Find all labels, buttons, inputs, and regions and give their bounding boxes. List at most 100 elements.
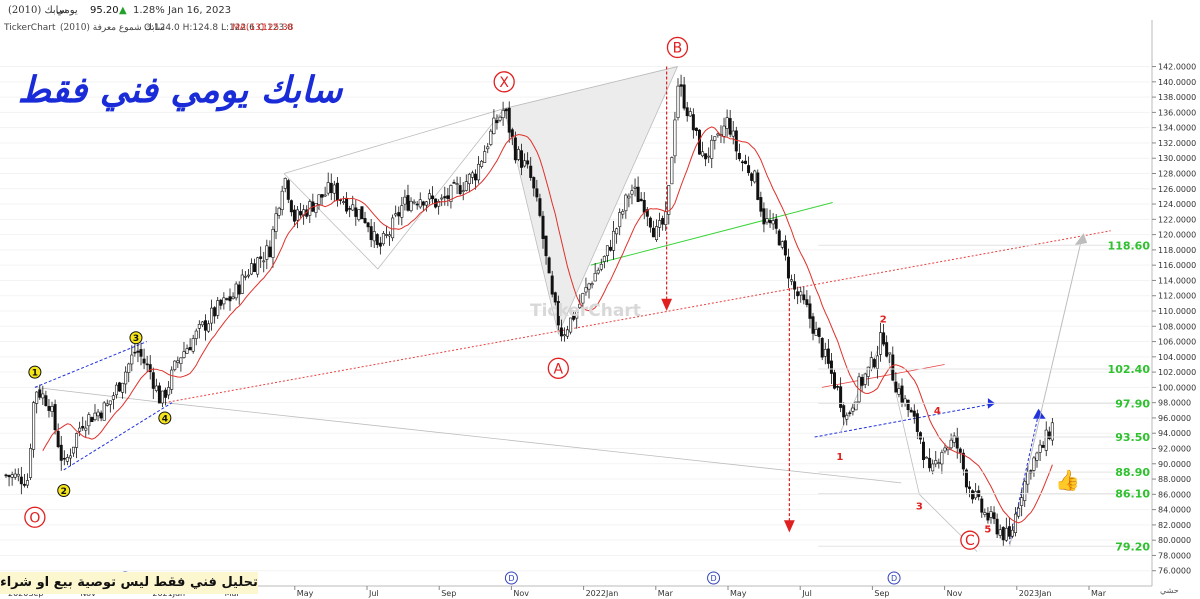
candle-body — [633, 186, 637, 189]
candle-body — [280, 190, 284, 210]
candle-body — [176, 360, 180, 363]
candle-body — [41, 393, 45, 399]
candle-body — [44, 395, 48, 407]
harmonic-pattern — [283, 65, 679, 336]
y-axis[interactable]: 142.0000 140.0000 138.0000 136.0000 134.0000… — [1151, 20, 1200, 599]
candle-body — [1010, 529, 1014, 537]
candle-body — [670, 157, 674, 185]
candle-body — [210, 307, 214, 324]
wave-label: 3 — [133, 334, 139, 344]
candle-body — [225, 298, 229, 300]
candle-body — [194, 330, 198, 339]
candle-body — [292, 209, 296, 222]
candle-body — [286, 180, 290, 200]
candle-body — [1032, 457, 1036, 471]
y-tick-label: 116.0000 — [1158, 261, 1196, 270]
candle-body — [851, 407, 855, 412]
candle-body — [510, 129, 514, 138]
candle-body — [323, 194, 327, 197]
candle-body — [581, 293, 585, 304]
candle-body — [707, 155, 711, 158]
candle-body — [866, 366, 870, 377]
candle-body — [839, 386, 843, 408]
y-tick-label: 128.0000 — [1158, 170, 1196, 179]
candle-body — [783, 240, 787, 256]
candle-body — [431, 195, 435, 200]
candle-body — [222, 297, 226, 305]
candle-body — [624, 194, 628, 212]
candle-body — [731, 130, 735, 137]
y-tick-label: 86.0000 — [1158, 490, 1191, 499]
candle-body — [961, 452, 965, 470]
candle-body — [832, 372, 836, 389]
candle-body — [790, 279, 794, 282]
wave-marker — [129, 331, 143, 345]
candle-body — [516, 149, 520, 160]
candle-body — [99, 412, 103, 419]
candle-body — [667, 185, 671, 215]
event-marker — [707, 571, 721, 585]
candle-body — [612, 230, 616, 251]
candle-body — [4, 474, 8, 477]
candle-body — [360, 206, 364, 220]
candle-body — [498, 116, 502, 121]
y-tick-label: 122.0000 — [1158, 215, 1196, 224]
candle-body — [38, 389, 42, 398]
candle-body — [68, 455, 72, 459]
candle-body — [1007, 526, 1011, 537]
candle-body — [774, 218, 778, 229]
event-label: D — [710, 574, 716, 583]
candle-body — [213, 307, 217, 317]
candle-body — [473, 173, 477, 181]
candle-body — [342, 201, 346, 203]
red-arrow-head — [661, 298, 673, 311]
candle-body — [335, 182, 339, 201]
y-tick-label: 78.0000 — [1158, 551, 1191, 560]
y-tick-label: 112.0000 — [1158, 292, 1196, 301]
candle-body — [256, 257, 260, 275]
candle-body — [59, 444, 63, 461]
x-tick-label: Jul — [368, 589, 379, 598]
candle-body — [587, 283, 591, 290]
candle-body — [679, 84, 683, 87]
candle-body — [541, 215, 545, 239]
candle-body — [16, 473, 20, 477]
candle-body — [771, 220, 775, 225]
candle-body — [403, 196, 407, 205]
candle-body — [829, 360, 833, 374]
wave-label: 4 — [162, 414, 168, 424]
candle-body — [50, 406, 54, 412]
wave-label: 1 — [32, 369, 38, 379]
last-price: 95.20 — [90, 5, 119, 16]
candle-body — [756, 172, 760, 200]
level-lines: 118.60102.4097.9093.5088.9086.1079.2095.… — [818, 239, 1199, 553]
candle-body — [151, 372, 155, 389]
ma-label[interactable]: MA(13) — [232, 23, 265, 33]
candle-body — [283, 178, 287, 189]
candle-body — [799, 291, 803, 296]
candle-body — [826, 348, 830, 364]
long-trend-line — [164, 230, 1111, 404]
period-label[interactable]: يومي — [56, 5, 78, 16]
candle-body — [65, 457, 69, 462]
candle-body — [130, 354, 134, 365]
candle-body — [197, 324, 201, 329]
candle-body — [645, 209, 649, 217]
candle-body — [203, 320, 207, 331]
candle-body — [427, 193, 431, 200]
change-up-icon: ▲ — [119, 5, 127, 16]
candle-body — [532, 177, 536, 189]
candle-body — [348, 208, 352, 210]
y-tick-label: 134.0000 — [1158, 124, 1196, 133]
candle-body — [378, 242, 382, 247]
candle-body — [13, 473, 17, 478]
grey-line — [164, 402, 902, 484]
candle-body — [685, 107, 689, 117]
candle-body — [562, 334, 566, 337]
candle-body — [32, 402, 36, 450]
candle-body — [618, 212, 622, 228]
candle-body — [302, 209, 306, 216]
symbol-name[interactable]: سابك (2010) — [8, 5, 68, 16]
y-tick-label: 76.0000 — [1158, 567, 1191, 576]
